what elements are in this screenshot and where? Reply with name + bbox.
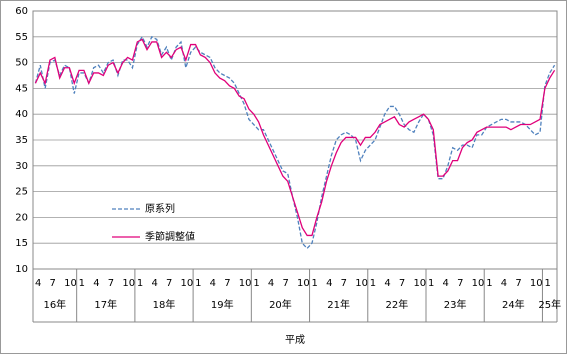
year-label: 16年 <box>43 298 66 311</box>
x-tick-label: 4 <box>35 278 41 289</box>
x-tick-label: 1 <box>195 278 201 289</box>
x-tick-label: 10 <box>355 278 368 289</box>
year-label: 20年 <box>269 298 292 311</box>
legend-label: 原系列 <box>145 202 175 215</box>
year-label: 18年 <box>153 298 176 311</box>
x-tick-label: 4 <box>210 278 216 289</box>
x-tick-label: 4 <box>151 278 157 289</box>
x-tick-label: 7 <box>341 278 347 289</box>
x-tick-label: 1 <box>428 278 434 289</box>
x-tick-label: 10 <box>122 278 135 289</box>
x-tick-label: 10 <box>64 278 77 289</box>
x-tick-label: 7 <box>166 278 172 289</box>
year-label: 21年 <box>327 298 350 311</box>
plot-border <box>32 10 558 270</box>
x-tick-label: 1 <box>370 278 376 289</box>
year-label: 19年 <box>211 298 234 311</box>
y-tick-label: 10 <box>15 264 28 275</box>
x-tick-label: 7 <box>457 278 463 289</box>
x-tick-label: 4 <box>268 278 274 289</box>
y-tick-label: 25 <box>15 187 28 198</box>
x-tick-label: 7 <box>50 278 56 289</box>
year-label: 23年 <box>444 298 467 311</box>
x-tick-label: 10 <box>530 278 543 289</box>
y-tick-label: 35 <box>15 135 28 146</box>
year-label: 17年 <box>94 298 117 311</box>
line-series <box>34 35 556 250</box>
x-tick-label: 4 <box>384 278 390 289</box>
x-tick-label: 7 <box>399 278 405 289</box>
x-tick-label: 4 <box>326 278 332 289</box>
x-tick-label: 7 <box>282 278 288 289</box>
x-tick-label: 4 <box>443 278 449 289</box>
year-label: 24年 <box>502 298 525 311</box>
x-tick-label: 7 <box>224 278 230 289</box>
legend-label: 季節調整値 <box>145 230 195 243</box>
x-tick-label: 10 <box>472 278 485 289</box>
y-tick-label: 60 <box>15 6 28 17</box>
x-tick-label: 10 <box>181 278 194 289</box>
y-tick-label: 40 <box>15 109 28 120</box>
x-tick-label: 7 <box>515 278 521 289</box>
year-label: 22年 <box>386 298 409 311</box>
y-tick-label: 45 <box>15 83 28 94</box>
line-series <box>34 38 556 237</box>
y-tick-label: 20 <box>15 212 28 223</box>
y-tick-label: 55 <box>15 32 28 43</box>
y-tick-label: 15 <box>15 238 28 249</box>
x-tick-label: 10 <box>239 278 252 289</box>
x-tick-label: 1 <box>137 278 143 289</box>
y-tick-label: 50 <box>15 58 28 69</box>
x-tick-label: 7 <box>108 278 114 289</box>
x-axis-label: 平成 <box>285 334 305 346</box>
x-tick-label: 1 <box>544 278 550 289</box>
x-tick-label: 1 <box>486 278 492 289</box>
x-tick-label: 1 <box>79 278 85 289</box>
x-tick-label: 1 <box>312 278 318 289</box>
x-tick-label: 10 <box>413 278 426 289</box>
x-tick-label: 4 <box>93 278 99 289</box>
y-tick-label: 30 <box>15 161 28 172</box>
x-tick-label: 4 <box>501 278 507 289</box>
year-label: 25年 <box>538 298 561 311</box>
x-tick-label: 10 <box>297 278 310 289</box>
x-tick-label: 1 <box>253 278 259 289</box>
